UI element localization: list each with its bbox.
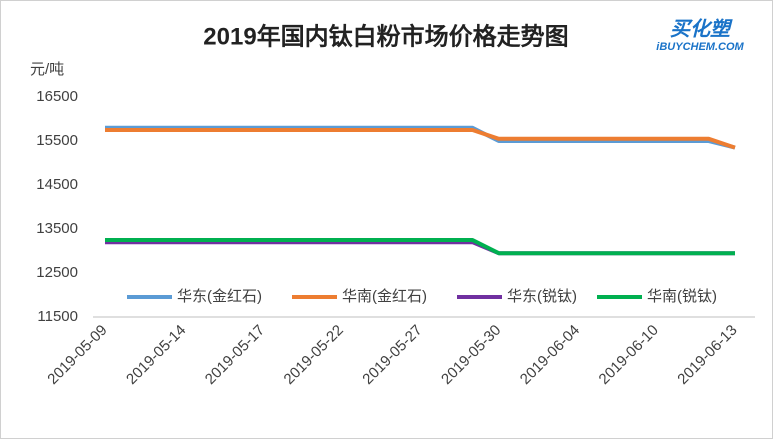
legend-label: 华南(金红石) [342, 288, 427, 305]
chart-title: 2019年国内钛白粉市场价格走势图 [203, 22, 568, 50]
y-tick-label: 11500 [37, 308, 78, 325]
legend-label: 华东(金红石) [177, 288, 262, 305]
series-line [105, 238, 735, 256]
legend-label: 华东(锐钛) [507, 288, 577, 305]
series-line [105, 125, 736, 150]
y-tick-label: 13500 [36, 220, 78, 237]
series-line [105, 128, 736, 150]
y-tick-label: 15500 [36, 132, 78, 149]
logo-name: 买化塑 [670, 17, 733, 40]
y-axis-label: 元/吨 [30, 61, 64, 78]
y-tick-label: 16500 [36, 88, 78, 105]
y-tick-label: 12500 [36, 264, 78, 281]
logo-site: iBUYCHEM.COM [656, 41, 744, 53]
legend-label: 华南(锐钛) [647, 288, 717, 305]
y-tick-label: 14500 [36, 176, 78, 193]
